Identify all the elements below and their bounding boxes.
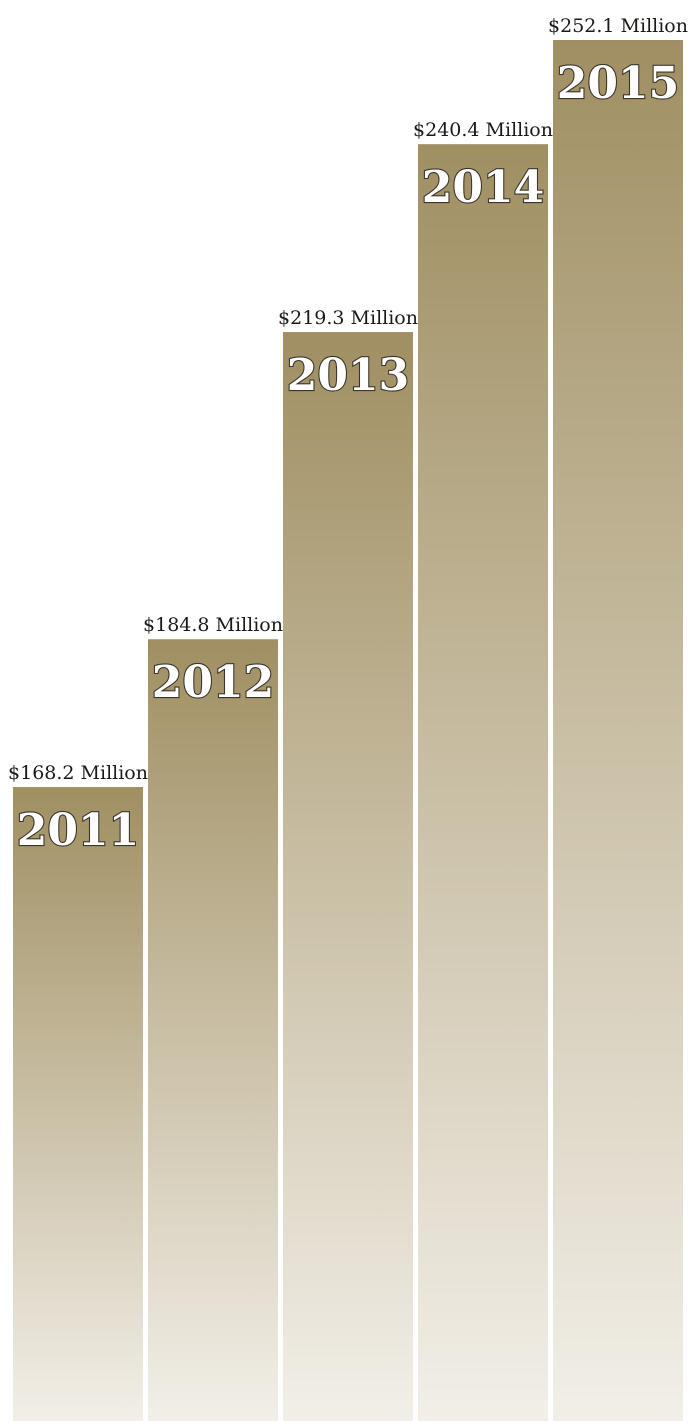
year-label-2014: 2014	[422, 162, 544, 213]
bar-2014	[418, 144, 548, 1421]
bar-2015	[553, 40, 683, 1421]
year-label-2015: 2015	[557, 58, 679, 109]
value-label-2012: $184.8 Million	[143, 614, 283, 636]
bar-group-2012: $184.8 Million 2012	[143, 614, 283, 1421]
bar-group-2015: $252.1 Million 2015	[548, 15, 688, 1421]
value-label-2015: $252.1 Million	[548, 15, 688, 37]
value-label-2014: $240.4 Million	[413, 119, 553, 141]
bar-2013	[283, 332, 413, 1421]
year-label-2011: 2011	[17, 805, 139, 856]
bar-2011	[13, 787, 143, 1421]
bar-2012	[148, 639, 278, 1421]
year-label-2013: 2013	[287, 350, 409, 401]
value-label-2013: $219.3 Million	[278, 307, 418, 329]
bar-group-2014: $240.4 Million 2014	[413, 119, 553, 1421]
value-label-2011: $168.2 Million	[8, 762, 148, 784]
bar-group-2013: $219.3 Million 2013	[278, 307, 418, 1421]
year-label-2012: 2012	[152, 657, 274, 708]
bar-group-2011: $168.2 Million 2011	[8, 762, 148, 1421]
